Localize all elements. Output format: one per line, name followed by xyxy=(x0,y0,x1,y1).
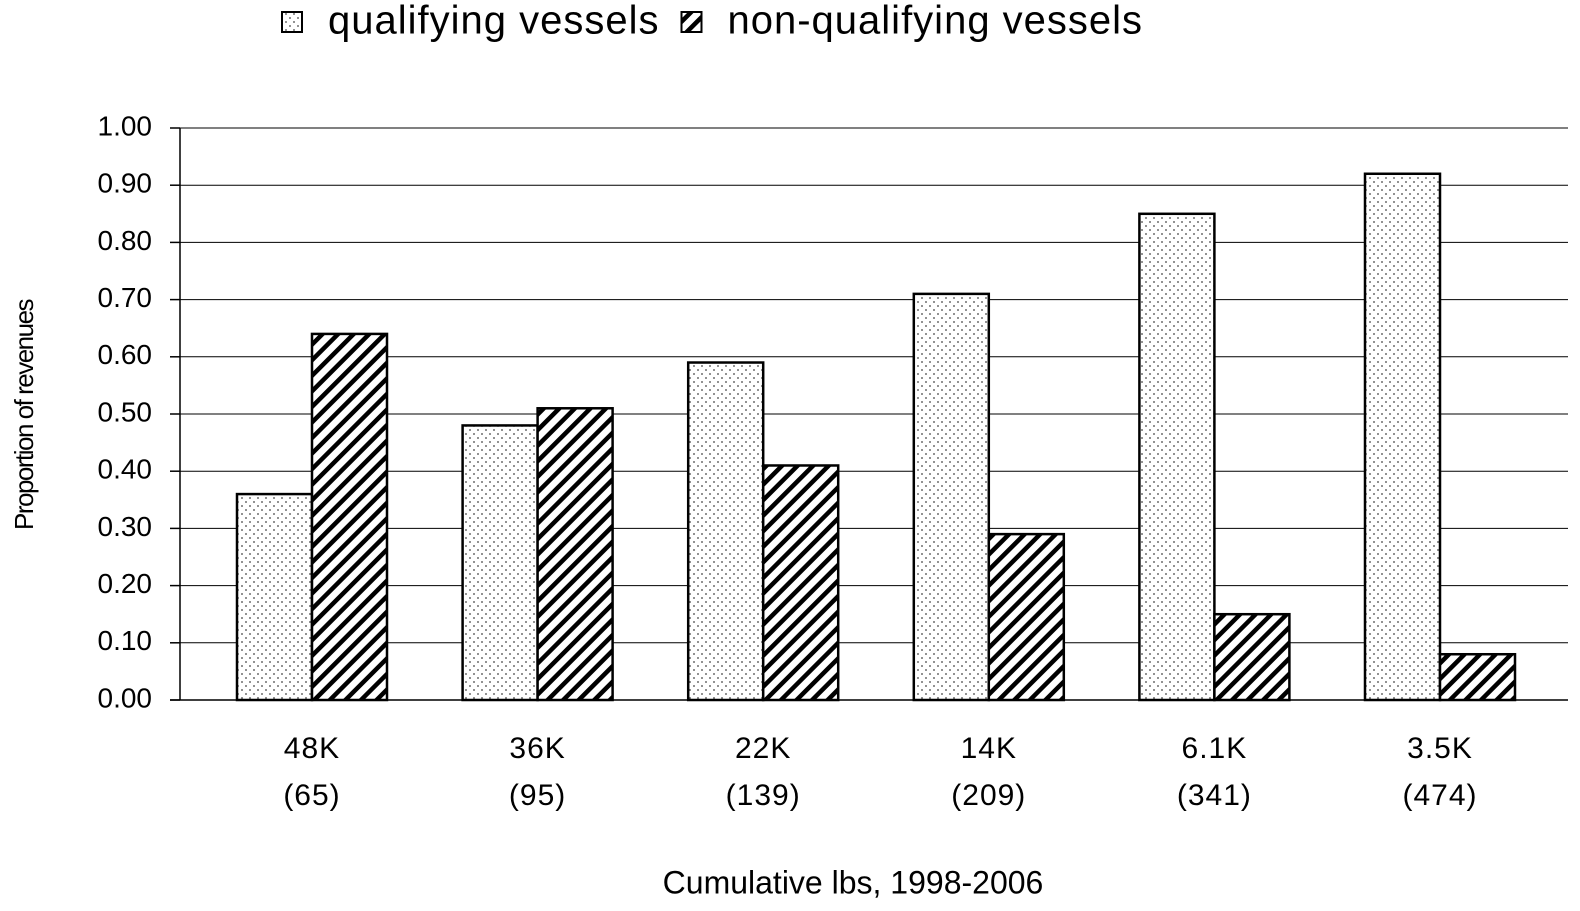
y-axis-title: Proportion of revenues xyxy=(9,298,39,530)
bar xyxy=(1213,612,1291,702)
x-tick-label: (341) xyxy=(1177,779,1252,812)
x-tick-label: 6.1K xyxy=(1182,732,1248,765)
y-tick-label: 0.80 xyxy=(98,225,153,256)
bar xyxy=(1138,212,1216,702)
bar xyxy=(1363,172,1442,702)
x-tick-label: 3.5K xyxy=(1407,732,1473,765)
x-tick-label: 22K xyxy=(735,732,791,765)
y-tick-label: 0.90 xyxy=(98,168,153,199)
y-tick-label: 0.50 xyxy=(98,396,153,427)
x-tick-label: (65) xyxy=(283,779,340,812)
legend-swatch xyxy=(281,11,303,33)
x-tick-label: (95) xyxy=(509,779,566,812)
bar xyxy=(235,492,314,702)
y-tick-label: 0.00 xyxy=(98,682,153,713)
bar xyxy=(461,424,539,702)
y-tick-label: 0.30 xyxy=(98,511,153,542)
bar xyxy=(912,292,991,702)
legend-label: non-qualifying vessels xyxy=(728,0,1144,43)
x-tick-label: (474) xyxy=(1402,779,1477,812)
y-tick-label: 0.10 xyxy=(98,625,153,656)
bar xyxy=(310,332,389,702)
y-tick-label: 0.20 xyxy=(98,568,153,599)
x-tick-label: 14K xyxy=(961,732,1017,765)
legend-swatch xyxy=(680,11,703,33)
x-axis-title: Cumulative lbs, 1998-2006 xyxy=(663,864,1044,900)
x-tick-label: (139) xyxy=(726,779,801,812)
x-tick-label: 48K xyxy=(284,732,340,765)
y-tick-label: 1.00 xyxy=(98,110,153,141)
x-tick-label: (209) xyxy=(951,779,1026,812)
bar xyxy=(761,464,840,702)
y-tick-label: 0.40 xyxy=(98,454,153,485)
x-tick-label: 36K xyxy=(509,732,565,765)
bar xyxy=(536,407,614,702)
bar xyxy=(1438,652,1517,702)
y-tick-label: 0.60 xyxy=(98,339,153,370)
bar xyxy=(686,361,765,702)
bar xyxy=(987,532,1066,702)
y-tick-label: 0.70 xyxy=(98,282,153,313)
legend-label: qualifying vessels xyxy=(328,0,660,43)
